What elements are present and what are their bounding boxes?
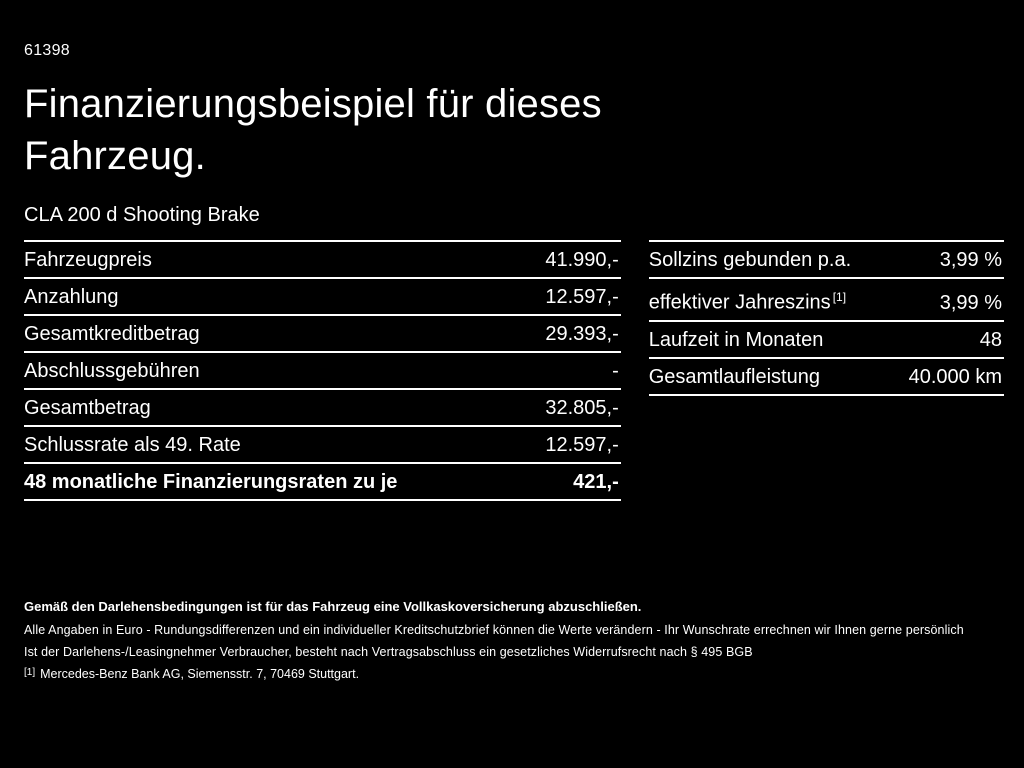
table-row: Gesamtkreditbetrag 29.393,- xyxy=(24,314,621,351)
table-row: Gesamtbetrag 32.805,- xyxy=(24,388,621,425)
row-label: Gesamtlaufleistung xyxy=(648,365,820,388)
finance-tables: Fahrzeugpreis 41.990,- Anzahlung 12.597,… xyxy=(24,240,1004,501)
table-row: Schlussrate als 49. Rate 12.597,- xyxy=(24,425,621,462)
vehicle-model: CLA 200 d Shooting Brake xyxy=(24,204,260,226)
footer-disclaimer-line: Ist der Darlehens-/Leasingnehmer Verbrau… xyxy=(24,645,753,659)
row-value: 40.000 km xyxy=(908,365,1002,388)
table-row-monthly-rate: 48 monatliche Finanzierungsraten zu je 4… xyxy=(24,462,621,501)
row-label: Sollzins gebunden p.a. xyxy=(648,249,852,271)
row-label: Laufzeit in Monaten xyxy=(648,328,824,351)
table-row: Laufzeit in Monaten 48 xyxy=(648,319,1004,357)
row-label: 48 monatliche Finanzierungsraten zu je xyxy=(24,471,398,493)
row-value: 12.597,- xyxy=(545,434,619,456)
row-value: - xyxy=(612,360,619,382)
row-label: effektiver Jahreszins [1] xyxy=(648,290,847,314)
table-row: effektiver Jahreszins [1] 3,99 % xyxy=(648,277,1004,320)
row-value: 12.597,- xyxy=(545,286,619,308)
row-label: Gesamtkreditbetrag xyxy=(24,323,200,345)
row-value: 421,- xyxy=(573,471,619,493)
row-label: Gesamtbetrag xyxy=(24,397,151,419)
table-row: Anzahlung 12.597,- xyxy=(24,277,621,314)
footer-insurance-note: Gemäß den Darlehensbedingungen ist für d… xyxy=(24,599,642,614)
row-value: 3,99 % xyxy=(939,249,1002,271)
footer-disclaimer-line: Alle Angaben in Euro - Rundungsdifferenz… xyxy=(24,623,964,637)
footnote-reference: [1] xyxy=(832,290,847,304)
table-row: Fahrzeugpreis 41.990,- xyxy=(24,240,621,277)
row-label: Schlussrate als 49. Rate xyxy=(24,434,241,456)
page-title: Finanzierungsbeispiel für dieses Fahrzeu… xyxy=(24,82,602,178)
row-value: 48 xyxy=(979,328,1002,351)
row-value: 29.393,- xyxy=(545,323,619,345)
table-row: Abschlussgebühren - xyxy=(24,351,621,388)
legal-footer: Gemäß den Darlehensbedingungen ist für d… xyxy=(24,599,1004,681)
row-value: 32.805,- xyxy=(545,397,619,419)
document-id: 61398 xyxy=(24,42,70,59)
table-row: Sollzins gebunden p.a. 3,99 % xyxy=(648,240,1004,277)
footer-footnote: [1] Mercedes-Benz Bank AG, Siemensstr. 7,… xyxy=(24,667,1004,681)
table-row: Gesamtlaufleistung 40.000 km xyxy=(648,356,1004,396)
footnote-marker: [1] xyxy=(24,667,36,678)
row-label: Anzahlung xyxy=(24,286,119,308)
footnote-text: Mercedes-Benz Bank AG, Siemensstr. 7, 70… xyxy=(40,667,360,681)
row-value: 41.990,- xyxy=(545,249,619,271)
finance-table-left: Fahrzeugpreis 41.990,- Anzahlung 12.597,… xyxy=(24,240,621,501)
row-value: 3,99 % xyxy=(939,291,1002,314)
row-label: Fahrzeugpreis xyxy=(24,249,152,271)
row-label: Abschlussgebühren xyxy=(24,360,200,382)
finance-table-right: Sollzins gebunden p.a. 3,99 % effektiver… xyxy=(648,240,1004,396)
